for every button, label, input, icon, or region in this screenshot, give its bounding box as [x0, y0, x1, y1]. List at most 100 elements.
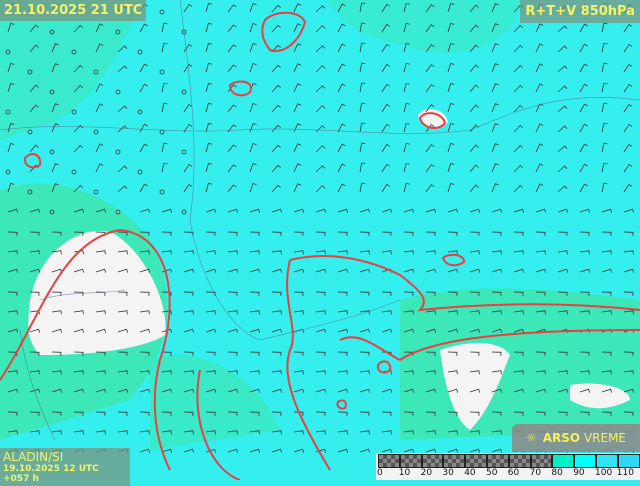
wind-barb — [315, 370, 326, 375]
wind-barb — [7, 388, 19, 393]
wind-barb — [315, 165, 326, 173]
wind-barb — [337, 411, 348, 416]
wind-barb — [601, 162, 608, 173]
wind-barb — [557, 65, 568, 73]
wind-barb — [249, 268, 261, 273]
wind-barb — [7, 231, 18, 236]
wind-barb — [205, 2, 213, 13]
wind-barb — [359, 208, 371, 213]
wind-barb — [227, 104, 237, 113]
wind-barb — [227, 291, 238, 296]
wind-barb — [139, 328, 151, 333]
wind-barb — [403, 231, 414, 236]
wind-barb — [95, 430, 106, 435]
wind-barb — [51, 163, 59, 173]
wind-barb — [293, 351, 304, 356]
wind-barb — [227, 388, 239, 393]
wind-barb — [161, 291, 172, 296]
wind-barb — [447, 122, 455, 133]
wind-barb — [271, 4, 281, 13]
wind-barb — [513, 64, 524, 73]
wind-barb — [513, 124, 524, 133]
wind-barb — [513, 104, 524, 113]
wind-barb — [293, 143, 302, 153]
wind-barb — [579, 411, 590, 416]
wind-barb — [315, 45, 326, 53]
wind-barb — [29, 231, 40, 236]
wind-barb — [205, 370, 216, 375]
wind-barb — [381, 250, 392, 255]
wind-barb — [557, 388, 569, 393]
wind-barb — [601, 250, 612, 255]
wind-barb — [403, 268, 415, 273]
sun-icon: ☼ — [525, 431, 537, 445]
wind-barb — [337, 163, 346, 173]
isotherms — [0, 11, 640, 480]
wind-barb — [623, 370, 634, 375]
calm-marker — [93, 189, 99, 195]
wind-barb — [315, 185, 326, 193]
wind-barb — [359, 22, 366, 33]
wind-barb — [139, 83, 148, 93]
wind-barb — [51, 123, 59, 133]
wind-barb — [425, 4, 435, 13]
wind-barb — [271, 250, 282, 255]
wind-barb — [293, 3, 302, 13]
wind-barb — [205, 42, 213, 53]
wind-barb — [623, 268, 635, 273]
wind-barb — [535, 208, 547, 213]
wind-barb — [7, 430, 18, 435]
wind-barb — [557, 105, 568, 113]
wind-barb — [293, 231, 304, 236]
colorbar-tick: 60 — [507, 468, 520, 478]
wind-barb — [579, 63, 588, 73]
wind-barb — [271, 310, 282, 315]
wind-barb — [491, 310, 502, 315]
wind-barb — [359, 388, 371, 393]
wind-barb — [337, 448, 349, 453]
wind-barb — [95, 268, 107, 273]
wind-barb — [491, 3, 499, 13]
wind-barb — [227, 250, 238, 255]
wind-barb — [293, 370, 304, 375]
wind-barb — [271, 144, 281, 153]
wind-barb — [139, 123, 148, 133]
wind-barb — [227, 124, 237, 133]
wind-barb — [117, 370, 128, 375]
wind-barb — [513, 184, 524, 193]
wind-barb — [381, 411, 392, 416]
wind-barb — [447, 182, 455, 193]
wind-barb — [249, 430, 260, 435]
wind-barb — [623, 63, 633, 73]
model-name: ALADIN/SI — [3, 450, 64, 464]
colorbar-swatch — [596, 454, 618, 468]
wind-barb — [513, 250, 524, 255]
wind-barb — [183, 183, 193, 193]
calm-marker — [5, 169, 11, 175]
wind-barb — [205, 328, 217, 333]
wind-barb — [425, 448, 437, 453]
wind-barb — [227, 351, 238, 356]
wind-barb — [205, 351, 216, 356]
wind-barb — [535, 310, 546, 315]
wind-barb — [183, 3, 193, 13]
wind-barb — [425, 184, 435, 193]
wind-barb — [535, 63, 544, 73]
wind-barb — [403, 22, 410, 33]
wind-barb — [315, 25, 326, 33]
wind-barb — [315, 105, 326, 113]
wind-barb — [359, 142, 366, 153]
wind-barb — [183, 163, 193, 173]
wind-barb — [623, 411, 634, 416]
wind-barb — [491, 250, 502, 255]
wind-barb — [557, 268, 569, 273]
wind-barb — [51, 231, 62, 236]
wind-barb — [601, 182, 608, 193]
wind-barb — [51, 183, 59, 193]
wind-barb — [183, 43, 193, 53]
wind-barb — [447, 370, 458, 375]
calm-marker — [27, 189, 33, 195]
wind-barb — [403, 370, 414, 375]
wind-barb — [161, 268, 173, 273]
